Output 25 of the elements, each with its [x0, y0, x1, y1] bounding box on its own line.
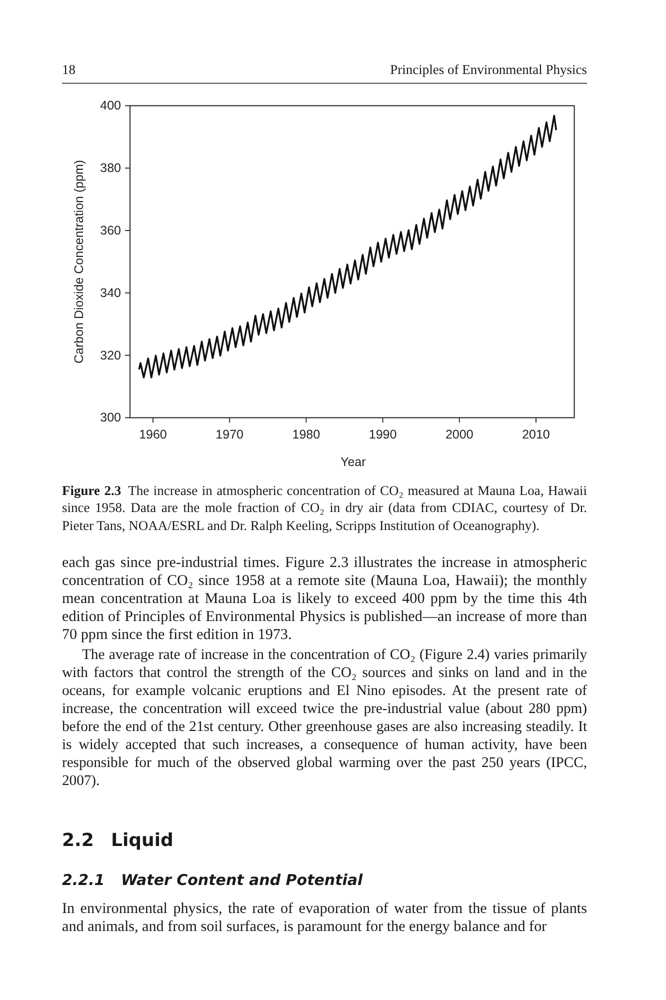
text: Principles of Environmental Physics	[390, 61, 587, 78]
y-tick-label: 380	[100, 161, 122, 176]
y-tick-label: 340	[100, 286, 122, 300]
caption: Figure 2.3	[62, 483, 122, 498]
x-tick-label: 1980	[292, 428, 320, 442]
text: 2.2	[62, 830, 94, 852]
text: Liquid	[111, 830, 174, 852]
y-tick-label: 400	[100, 98, 122, 113]
x-axis-title: Year	[340, 455, 366, 469]
x-tick-label: 1970	[216, 428, 244, 442]
y-tick-label: 360	[100, 224, 122, 238]
text: 18	[62, 61, 76, 78]
x-tick-label: 1990	[368, 428, 397, 442]
x-tick-label: 2000	[445, 428, 474, 442]
y-axis-title: Carbon Dioxide Concentration (ppm)	[72, 160, 86, 364]
text: Water Content and Potential	[121, 870, 363, 890]
text: 2.2.1	[62, 870, 105, 890]
y-tick-label: 300	[100, 410, 122, 425]
x-tick-label: 2010	[522, 428, 550, 442]
x-tick-label: 1960	[139, 428, 167, 442]
text: each gas since pre-industrial times. Figure 2.3 illustrates the increase in atmospheric concentration of CO₂ since 1958 at a remote site (Mauna Loa, Hawaii); the monthly mean concentration at Mauna Loa is likely to exceed 400 ppm by the time this 4th edition of Principles of Environmental Physics is published—an increase of more than 70 ppm since the first edition in 1973.	[62, 554, 587, 644]
text: The average rate of increase in the concentration of CO₂ (Figure 2.4) varies primarily with factors that control the strength of the CO₂ sources and sinks on land and in the oceans, for example volcanic eruptions and El Nino episodes. At the present rate of increase, the concentration will exceed twice the pre-industrial value (about 280 ppm) before the end of the 21st century. Other greenhouse gases are also increasing steadily. It is widely accepted that such increases, a consequence of human activity, have been responsible for much of the observed global warming over the past 250 years (IPCC, 2007).	[62, 646, 587, 790]
y-tick-label: 320	[100, 348, 122, 362]
line-series	[138, 114, 557, 378]
text: In environmental physics, the rate of evaporation of water from the tissue of plants and animals, and from soil surfaces, is paramount for the energy balance and for	[62, 900, 587, 936]
